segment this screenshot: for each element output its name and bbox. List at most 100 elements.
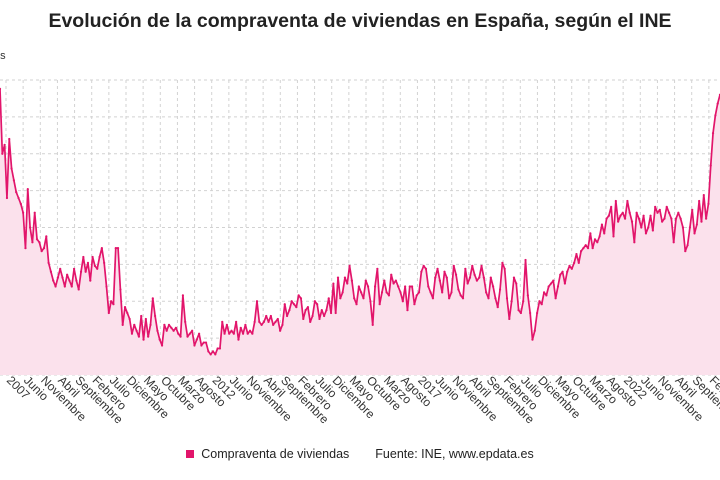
data-point xyxy=(269,314,272,318)
data-point xyxy=(244,323,247,326)
vertical-grid xyxy=(5,80,710,375)
data-point xyxy=(184,320,187,323)
data-point xyxy=(475,279,479,282)
data-point xyxy=(524,258,527,262)
data-point xyxy=(589,232,592,235)
data-point xyxy=(29,226,32,229)
data-point xyxy=(232,332,235,335)
data-point xyxy=(566,270,569,273)
data-point xyxy=(54,285,57,288)
data-point xyxy=(91,255,94,259)
data-point xyxy=(575,252,578,256)
chart-footer: Compraventa de viviendas Fuente: INE, ww… xyxy=(0,447,720,461)
data-point xyxy=(542,291,546,294)
data-point xyxy=(512,276,516,279)
data-point xyxy=(508,317,511,321)
data-point xyxy=(630,220,634,223)
data-point xyxy=(600,223,604,226)
data-point xyxy=(52,279,55,282)
data-point xyxy=(140,314,143,318)
data-point xyxy=(644,232,648,235)
data-point xyxy=(494,297,497,300)
data-point xyxy=(448,297,451,300)
area-chart: 2007JunioNoviembreAbrilSeptiembreFebrero… xyxy=(0,79,720,427)
data-point xyxy=(47,261,50,264)
data-point xyxy=(295,306,298,309)
data-point xyxy=(538,300,541,303)
data-point xyxy=(628,211,631,214)
data-point xyxy=(563,282,566,285)
data-point xyxy=(165,329,168,332)
data-point xyxy=(198,332,201,335)
data-point xyxy=(478,276,481,279)
data-points xyxy=(0,87,720,356)
data-point xyxy=(656,211,659,214)
data-point xyxy=(79,270,83,273)
data-point xyxy=(186,335,189,338)
data-point xyxy=(89,279,92,282)
data-point xyxy=(568,264,571,267)
data-point xyxy=(302,317,305,321)
data-point xyxy=(621,211,624,214)
data-point xyxy=(0,87,2,90)
data-point xyxy=(399,291,402,294)
data-point xyxy=(658,208,661,211)
data-point xyxy=(561,270,564,273)
data-point xyxy=(434,276,437,279)
data-point xyxy=(431,297,435,300)
data-point xyxy=(642,214,645,217)
data-point xyxy=(707,202,710,205)
data-point xyxy=(684,250,687,253)
data-point xyxy=(468,276,472,279)
data-point xyxy=(637,217,641,220)
data-point xyxy=(325,309,328,312)
data-point xyxy=(526,294,529,297)
data-point xyxy=(147,335,150,338)
data-point xyxy=(114,247,117,250)
data-point xyxy=(677,211,680,214)
data-point xyxy=(635,211,638,214)
data-point xyxy=(274,320,277,323)
data-point xyxy=(387,294,391,297)
data-point xyxy=(98,255,101,259)
data-point xyxy=(380,291,384,294)
data-point xyxy=(714,114,717,117)
data-point xyxy=(59,267,62,270)
data-point xyxy=(422,264,425,267)
data-point xyxy=(364,279,367,282)
data-point xyxy=(691,208,694,211)
data-point xyxy=(623,217,627,220)
data-point xyxy=(177,332,180,335)
data-point xyxy=(397,285,400,288)
data-point xyxy=(545,294,548,297)
source-note: Fuente: INE, www.epdata.es xyxy=(375,447,534,461)
data-point xyxy=(112,303,115,306)
data-point xyxy=(309,320,312,323)
data-point xyxy=(209,353,212,356)
data-point xyxy=(401,300,404,303)
data-point xyxy=(586,247,590,250)
data-point xyxy=(517,309,520,312)
data-point xyxy=(17,196,20,200)
data-point xyxy=(35,238,39,241)
data-point xyxy=(420,270,423,273)
data-point xyxy=(253,320,256,323)
data-point xyxy=(77,288,80,291)
data-point xyxy=(93,264,97,267)
data-point xyxy=(255,300,259,303)
legend-swatch xyxy=(186,450,195,458)
data-point xyxy=(445,276,448,279)
data-point xyxy=(554,297,557,300)
data-point xyxy=(8,137,11,141)
data-point xyxy=(438,279,441,282)
data-point xyxy=(626,199,629,203)
data-point xyxy=(496,306,499,309)
data-point xyxy=(149,323,152,326)
legend-item: Compraventa de viviendas xyxy=(186,447,349,461)
data-point xyxy=(86,261,90,264)
data-point xyxy=(116,247,120,250)
data-point xyxy=(297,294,300,297)
data-point xyxy=(350,279,353,282)
data-point xyxy=(367,285,370,288)
data-point xyxy=(614,199,617,203)
